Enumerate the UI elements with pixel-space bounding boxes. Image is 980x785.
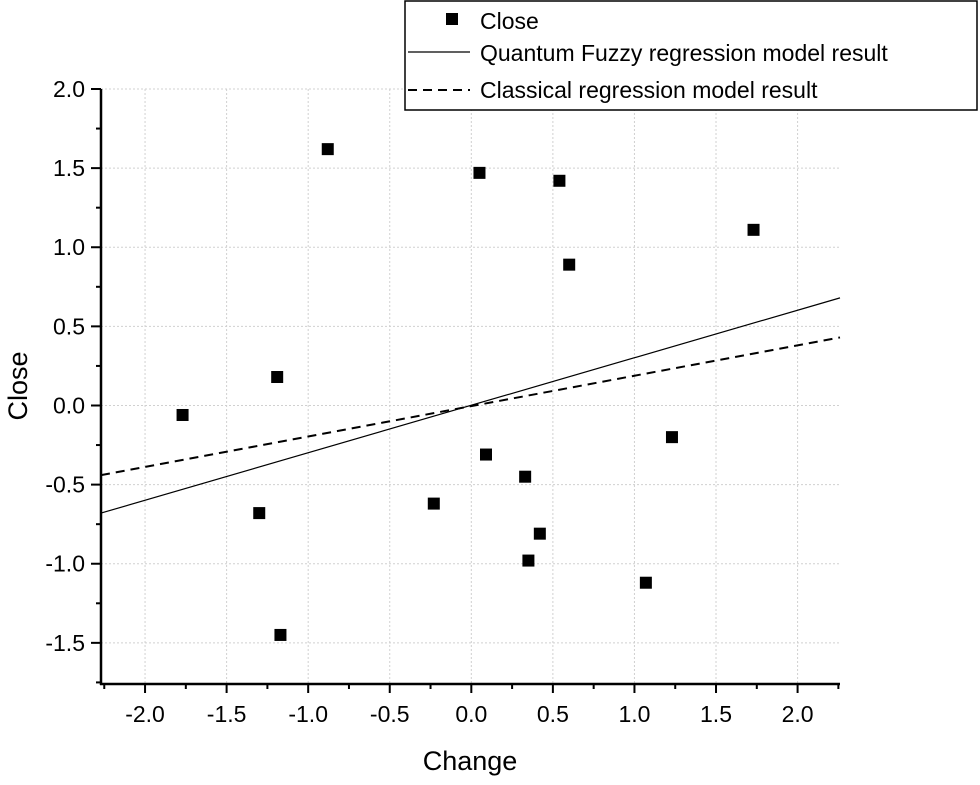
regression-lines: [100, 297, 841, 514]
x-tick-label: 2.0: [782, 701, 814, 727]
data-point: [479, 448, 492, 461]
x-tick-label: 0.0: [455, 701, 487, 727]
data-point: [473, 166, 486, 179]
axes: -2.0 -1.5 -1.0 -0.5 0.0 0.5 1.0 1.5 2.0 -1.5 -1.0 -…: [45, 76, 840, 727]
legend-marker-close: [446, 13, 458, 25]
legend: Close Quantum Fuzzy regression model res…: [404, 0, 978, 111]
x-tick-label: 1.5: [700, 701, 732, 727]
classical-regression-line: [100, 336, 841, 477]
y-tick-label: -0.5: [45, 472, 85, 498]
data-point: [176, 408, 189, 421]
data-points: [176, 143, 760, 641]
y-tick-label: 2.0: [53, 76, 85, 102]
data-point: [639, 576, 652, 589]
x-tick-label: -1.0: [288, 701, 328, 727]
x-axis-label: Change: [423, 746, 518, 776]
x-tick-label: -1.5: [207, 701, 247, 727]
data-point: [253, 507, 266, 520]
legend-label-classical: Classical regression model result: [480, 77, 818, 103]
y-axis-label: Close: [3, 351, 33, 420]
y-tick-label: -1.5: [45, 630, 85, 656]
data-point: [522, 554, 535, 567]
legend-box: [404, 0, 978, 111]
data-point: [274, 628, 287, 641]
data-point: [519, 470, 532, 483]
x-tick-label: -2.0: [125, 701, 165, 727]
data-point: [427, 497, 440, 510]
legend-label-quantum: Quantum Fuzzy regression model result: [480, 40, 888, 66]
y-tick-label: 0.0: [53, 392, 85, 418]
x-tick-label: -0.5: [370, 701, 410, 727]
legend-label-close: Close: [480, 8, 539, 34]
data-point: [271, 371, 284, 384]
data-point: [747, 223, 760, 236]
x-tick-label: 0.5: [537, 701, 569, 727]
data-point: [563, 258, 576, 271]
y-tick-label: 1.0: [53, 234, 85, 260]
x-tick-label: 1.0: [618, 701, 650, 727]
data-point: [553, 174, 566, 187]
data-point: [533, 527, 546, 540]
grid: [101, 88, 840, 684]
data-point: [321, 143, 334, 156]
y-tick-label: -1.0: [45, 551, 85, 577]
y-tick-label: 1.5: [53, 155, 85, 181]
y-tick-label: 0.5: [53, 313, 85, 339]
data-point: [665, 431, 678, 444]
